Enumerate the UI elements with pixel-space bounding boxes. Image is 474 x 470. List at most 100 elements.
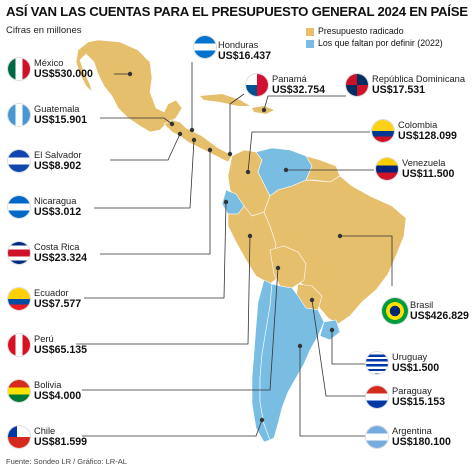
bolivia-name: Bolivia <box>34 380 62 390</box>
leader-lines <box>76 71 281 437</box>
leader-dot-bolivia <box>275 265 281 271</box>
leader-guatemala <box>100 117 173 125</box>
chile-flag-canton <box>8 426 17 437</box>
label-honduras: Honduras US$16.437 <box>218 40 271 62</box>
leader-argentina <box>299 346 366 437</box>
label-peru: Perú US$65.135 <box>34 334 87 356</box>
label-venezuela: Venezuela US$11.500 <box>402 158 454 180</box>
legend-item-faltan: Los que faltan por definir (2022) <box>306 38 472 49</box>
legend-swatch-radicado <box>306 28 314 36</box>
guatemala-flag <box>8 104 30 126</box>
bolivia-shape <box>269 245 307 289</box>
costa-rica-flag <box>8 242 30 264</box>
label-chile: Chile US$81.599 <box>34 426 87 448</box>
ecuador-flag <box>8 288 30 310</box>
label-argentina: Argentina US$180.100 <box>392 426 451 448</box>
uruguay-value: US$1.500 <box>392 362 440 374</box>
leader-dot-costa-rica <box>207 147 213 153</box>
label-costa-rica: Costa Rica US$23.324 <box>34 242 87 264</box>
leader-dominican-republic <box>263 95 346 111</box>
peru-name: Perú <box>34 334 54 344</box>
dominican-republic-value: US$17.531 <box>372 84 426 96</box>
chile-flag <box>8 426 30 448</box>
leader-costa-rica <box>100 150 211 255</box>
argentina-value: US$180.100 <box>392 436 451 448</box>
label-uruguay: Uruguay US$1.500 <box>392 352 439 374</box>
leader-peru <box>76 235 251 345</box>
label-guatemala: Guatemala US$15.901 <box>34 104 87 126</box>
units-note: Cifras en millones <box>6 25 82 36</box>
venezuela-name: Venezuela <box>402 158 446 168</box>
argentina-name: Argentina <box>392 426 432 436</box>
label-brasil: Brasil US$426.829 <box>410 300 469 322</box>
peru-value: US$65.135 <box>34 344 88 356</box>
mexico-flag <box>8 58 30 80</box>
leader-dot-uruguay <box>329 327 335 333</box>
dominican-republic-name: República Dominicana <box>372 74 466 84</box>
chile-value: US$81.599 <box>34 436 88 448</box>
uruguay-name: Uruguay <box>392 352 428 362</box>
leader-dot-chile <box>259 417 265 423</box>
colombia-value: US$128.099 <box>398 130 457 142</box>
leader-panama <box>229 93 245 154</box>
argentina-shape <box>259 283 325 441</box>
leader-chile <box>82 419 263 437</box>
leader-paraguay <box>311 299 366 397</box>
source-note: Fuente: Sondeo LR / Gráfico: LR-AL <box>6 457 127 466</box>
label-el-salvador: El Salvador US$8.902 <box>34 150 82 172</box>
leader-brasil <box>340 235 393 286</box>
panama-value: US$32.754 <box>272 84 326 96</box>
venezuela-value: US$11.500 <box>402 168 455 180</box>
leader-dot-dominican-republic <box>261 107 267 113</box>
costa-rica-name: Costa Rica <box>34 242 80 252</box>
panama-flag-blue <box>246 85 257 96</box>
nicaragua-name: Nicaragua <box>34 196 77 206</box>
mexico-value: US$530.000 <box>34 68 93 80</box>
leader-lines-right <box>189 62 393 437</box>
chile-name: Chile <box>34 426 56 436</box>
leader-ecuador <box>84 201 227 299</box>
leader-uruguay <box>331 330 366 365</box>
panama-flag <box>246 74 268 96</box>
leader-dot-nicaragua <box>191 137 197 143</box>
el-salvador-flag <box>8 150 30 172</box>
legend-item-radicado: Presupuesto radicado <box>306 26 472 37</box>
leader-dot-ecuador <box>223 199 229 205</box>
page-title: ASÍ VAN LAS CUENTAS PARA EL PRESUPUESTO … <box>6 4 468 19</box>
bolivia-flag <box>8 380 30 402</box>
el-salvador-name: El Salvador <box>34 150 82 160</box>
guatemala-name: Guatemala <box>34 104 80 114</box>
leader-dot-paraguay <box>309 297 315 303</box>
mexico-name: México <box>34 58 64 68</box>
leader-dot-honduras <box>189 127 195 133</box>
paraguay-name: Paraguay <box>392 386 432 396</box>
brasil-value: US$426.829 <box>410 310 469 322</box>
colombia-name: Colombia <box>398 120 438 130</box>
label-ecuador: Ecuador US$7.577 <box>34 288 81 310</box>
leader-dot-panama <box>227 151 233 157</box>
legend-label-faltan: Los que faltan por definir (2022) <box>318 38 443 48</box>
honduras-value: US$16.437 <box>218 50 272 62</box>
label-dominican-republic: República Dominicana US$17.531 <box>372 74 465 96</box>
dominican-republic-flag <box>346 74 368 96</box>
leader-dot-colombia <box>245 169 251 175</box>
guianas-shape <box>305 155 341 183</box>
leader-dot-peru <box>247 233 253 239</box>
label-nicaragua: Nicaragua US$3.012 <box>34 196 81 218</box>
label-mexico: México US$530.000 <box>34 58 93 80</box>
costa-rica-value: US$23.324 <box>34 252 88 264</box>
peru-flag <box>8 334 30 356</box>
guatemala-value: US$15.901 <box>34 114 88 126</box>
ecuador-name: Ecuador <box>34 288 69 298</box>
panama-name: Panamá <box>272 74 307 84</box>
leader-el-salvador <box>110 133 181 161</box>
leader-dot-venezuela <box>283 167 289 173</box>
cuba-shape <box>200 94 250 106</box>
colombia-flag <box>372 120 394 142</box>
leader-nicaragua <box>94 139 195 209</box>
leader-dot-mexico <box>127 71 133 77</box>
paraguay-value: US$15.153 <box>392 396 446 408</box>
label-panama: Panamá US$32.754 <box>272 74 325 96</box>
nicaragua-value: US$3.012 <box>34 206 82 218</box>
